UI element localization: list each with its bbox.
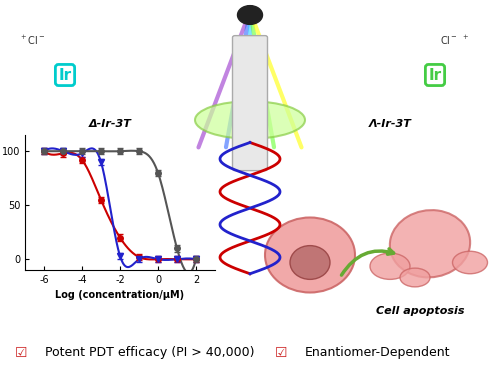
Text: Potent PDT efficacy (PI > 40,000): Potent PDT efficacy (PI > 40,000) <box>45 346 255 359</box>
Circle shape <box>238 6 262 24</box>
Ellipse shape <box>195 101 305 139</box>
Text: Ir: Ir <box>428 68 442 82</box>
X-axis label: Log (concentration/μM): Log (concentration/μM) <box>56 290 184 300</box>
Ellipse shape <box>290 246 330 279</box>
Text: $^+$Cl$^-$: $^+$Cl$^-$ <box>19 34 46 47</box>
Ellipse shape <box>452 251 488 274</box>
Text: ☑: ☑ <box>275 345 287 360</box>
Ellipse shape <box>390 210 470 278</box>
Text: Enantiomer-Dependent: Enantiomer-Dependent <box>305 346 450 359</box>
Ellipse shape <box>265 217 355 292</box>
Text: Cl$^-$ $^+$: Cl$^-$ $^+$ <box>440 34 470 47</box>
Ellipse shape <box>400 268 430 287</box>
Text: Cell apoptosis: Cell apoptosis <box>376 306 464 316</box>
Text: Δ-Ir-3T: Δ-Ir-3T <box>88 119 132 129</box>
Ellipse shape <box>370 253 410 279</box>
Text: Ir: Ir <box>58 68 71 82</box>
Text: ☑: ☑ <box>15 345 28 360</box>
Text: Λ-Ir-3T: Λ-Ir-3T <box>368 119 412 129</box>
FancyBboxPatch shape <box>232 36 268 171</box>
